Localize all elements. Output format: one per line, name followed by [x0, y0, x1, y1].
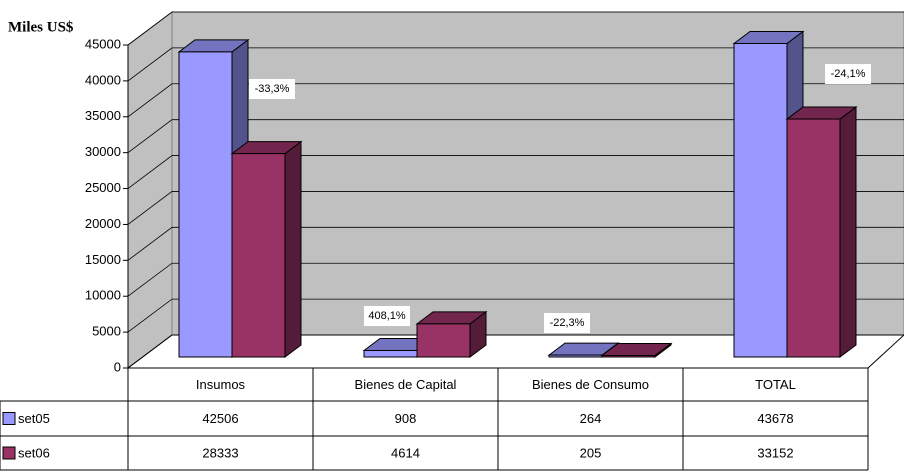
annotation: -22,3%: [550, 317, 585, 329]
bar-front: [548, 354, 603, 358]
grid-line: [127, 334, 904, 369]
grid-line: [127, 47, 904, 82]
legend-label: set05: [18, 411, 50, 426]
annotation: -24,1%: [831, 68, 866, 80]
legend-swatch: [2, 446, 16, 460]
annotation: 408,1%: [368, 310, 406, 322]
annotation-box: [249, 79, 295, 99]
annotation-box: [364, 306, 410, 326]
bar-side: [839, 106, 857, 358]
x-tick-label: Bienes de Consumo: [532, 377, 649, 392]
bar-front: [416, 323, 471, 358]
bar-front: [786, 118, 841, 358]
grid-line: [127, 11, 904, 46]
table-value: 205: [580, 445, 602, 460]
annotation: -33,3%: [255, 83, 290, 95]
y-tick-label: 10000: [85, 288, 121, 303]
y-tick-label: 45000: [85, 36, 121, 51]
table-value: 42506: [202, 411, 238, 426]
grid-line: [127, 191, 904, 225]
y-tick-label: 35000: [85, 108, 121, 123]
legend-label: set06: [18, 445, 50, 460]
bar: [600, 342, 673, 358]
bar-front: [178, 51, 233, 358]
grid-line: [127, 262, 904, 297]
bar-front: [363, 349, 418, 358]
table-value: 43678: [757, 411, 793, 426]
y-tick-label: 20000: [85, 216, 121, 231]
bar: [415, 310, 488, 358]
bar: [785, 106, 858, 358]
table-value: 4614: [391, 445, 420, 460]
grid-line: [127, 119, 904, 153]
bar-front: [733, 42, 788, 358]
bar-front: [601, 355, 656, 358]
annotation-box: [825, 64, 871, 84]
grid-line: [127, 83, 904, 118]
y-tick-label: 15000: [85, 252, 121, 267]
bar-front: [231, 153, 286, 358]
y-tick-label: 30000: [85, 144, 121, 159]
y-axis-title: Miles US$: [8, 19, 74, 35]
bar-side: [284, 140, 302, 358]
table-value: 33152: [757, 445, 793, 460]
y-tick-label: 5000: [92, 324, 121, 339]
legend-swatch: [2, 412, 16, 425]
annotation-box: [544, 313, 590, 333]
y-tick-label: 25000: [85, 180, 121, 195]
grid-line: [127, 298, 904, 333]
y-tick-label: 0: [114, 359, 121, 374]
grid-line: [127, 226, 904, 261]
x-tick-label: TOTAL: [755, 377, 796, 392]
table-value: 908: [395, 411, 417, 426]
table-value: 264: [580, 411, 602, 426]
grid-line: [127, 155, 904, 189]
table-value: 28333: [202, 445, 238, 460]
x-tick-label: Insumos: [196, 377, 246, 392]
bar: [230, 140, 303, 358]
side-wall: [127, 11, 173, 369]
y-tick-label: 40000: [85, 72, 121, 87]
x-tick-label: Bienes de Capital: [355, 377, 457, 392]
